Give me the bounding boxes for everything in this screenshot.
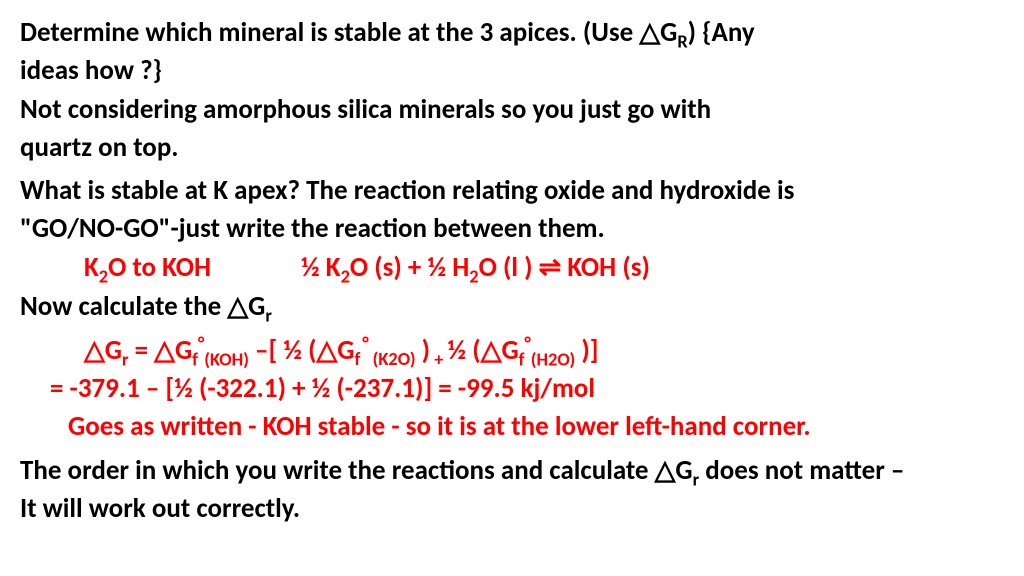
sub: r xyxy=(265,304,272,326)
t: )] xyxy=(575,334,598,367)
delta: △ xyxy=(481,335,502,365)
line-12: The order in which you write the reactio… xyxy=(20,452,1004,489)
t: G xyxy=(501,334,518,367)
delta: △ xyxy=(639,17,660,47)
line-6: "GO/NO-GO"-just write the reaction betwe… xyxy=(20,211,1004,247)
line-7: K2O to KOH½ K2O (s) + ½ H2O (l ) ⇌ KOH (… xyxy=(20,250,1004,286)
sub: f xyxy=(355,348,361,370)
sup: ° xyxy=(362,332,368,354)
line-2: ideas how ?} xyxy=(20,53,1004,89)
t: does not matter – xyxy=(699,454,904,487)
t: K xyxy=(84,251,99,284)
sub: R xyxy=(677,30,687,52)
t: G xyxy=(675,454,692,487)
delta: △ xyxy=(84,335,105,365)
t: Now calculate the xyxy=(20,290,227,323)
sub: + xyxy=(430,348,447,370)
line-13: It will work out correctly. xyxy=(20,491,1004,527)
delta: △ xyxy=(655,455,676,485)
line-10: = -379.1 – [½ (-322.1) + ½ (-237.1)] = -… xyxy=(20,371,1004,407)
sub: 2 xyxy=(469,265,478,287)
t: G xyxy=(337,334,354,367)
sub: (H2O) xyxy=(531,348,575,370)
line-11: Goes as written - KOH stable - so it is … xyxy=(20,409,1004,445)
t: The order in which you write the reactio… xyxy=(20,454,655,487)
line-9: △Gr = △Gf°(KOH) –[ ½ (△Gf°(K2O) ) + ½ (△… xyxy=(20,332,1004,369)
t: –[ ½ ( xyxy=(249,334,317,367)
delta: △ xyxy=(317,335,338,365)
t: G xyxy=(105,334,122,367)
t: ½ K xyxy=(301,251,341,284)
t: ½ ( xyxy=(448,334,481,367)
line-4: quartz on top. xyxy=(20,130,1004,166)
sub: 2 xyxy=(99,265,108,287)
t: G xyxy=(248,290,265,323)
t: O (l ) ⇌ KOH (s) xyxy=(479,251,650,284)
t: Determine which mineral is stable at the… xyxy=(20,16,639,49)
line-3: Not considering amorphous silica mineral… xyxy=(20,92,1004,128)
t: O (s) + ½ H xyxy=(350,251,469,284)
sub: (K2O) xyxy=(373,348,416,370)
t: O to KOH xyxy=(108,251,211,284)
t: ) xyxy=(416,334,431,367)
delta: △ xyxy=(154,335,175,365)
t: ) {Any xyxy=(688,16,755,49)
t: G xyxy=(175,334,192,367)
line-1: Determine which mineral is stable at the… xyxy=(20,14,1004,51)
t: K2O to KOH xyxy=(84,251,211,284)
sub: (KOH) xyxy=(204,348,249,370)
sub: 2 xyxy=(341,265,350,287)
line-8: Now calculate the △Gr xyxy=(20,288,1004,325)
t: = xyxy=(129,334,155,367)
line-5: What is stable at K apex? The reaction r… xyxy=(20,173,1004,209)
t: ½ K2O (s) + ½ H2O (l ) ⇌ KOH (s) xyxy=(301,251,650,284)
delta: △ xyxy=(227,291,248,321)
t: G xyxy=(660,16,677,49)
